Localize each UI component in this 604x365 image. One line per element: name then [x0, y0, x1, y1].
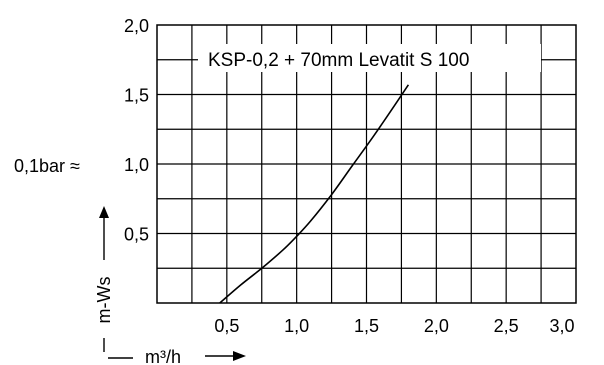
- y-tick-label: 2,0: [124, 16, 149, 36]
- x-tick-labels: 0,5 1,0 1,5 2,0 2,5 3,0: [214, 316, 574, 336]
- x-tick-label: 0,5: [214, 316, 239, 336]
- y-axis-label: m-Ws: [94, 277, 114, 324]
- x-tick-label: 3,0: [549, 316, 574, 336]
- y-tick-label: 1,0: [124, 155, 149, 175]
- curve-series-1: [219, 84, 410, 304]
- y-tick-label: 1,5: [124, 86, 149, 106]
- x-tick-label: 1,0: [284, 316, 309, 336]
- plot-frame: [156, 24, 577, 304]
- x-arrow-head: [233, 351, 246, 361]
- y-annotation: 0,1bar ≈: [14, 156, 80, 176]
- x-tick-label: 1,5: [354, 316, 379, 336]
- y-axis-label-group: m-Ws: [94, 206, 114, 352]
- title-background: [198, 44, 541, 72]
- x-tick-label: 2,0: [424, 316, 449, 336]
- y-tick-labels: 0,5 1,0 1,5 2,0: [124, 16, 149, 245]
- y-arrow-head: [99, 206, 109, 218]
- chart-title: KSP-0,2 + 70mm Levatit S 100: [208, 50, 469, 71]
- x-axis-label: m³/h: [145, 347, 181, 365]
- x-tick-label: 2,5: [494, 316, 519, 336]
- y-tick-label: 0,5: [124, 225, 149, 245]
